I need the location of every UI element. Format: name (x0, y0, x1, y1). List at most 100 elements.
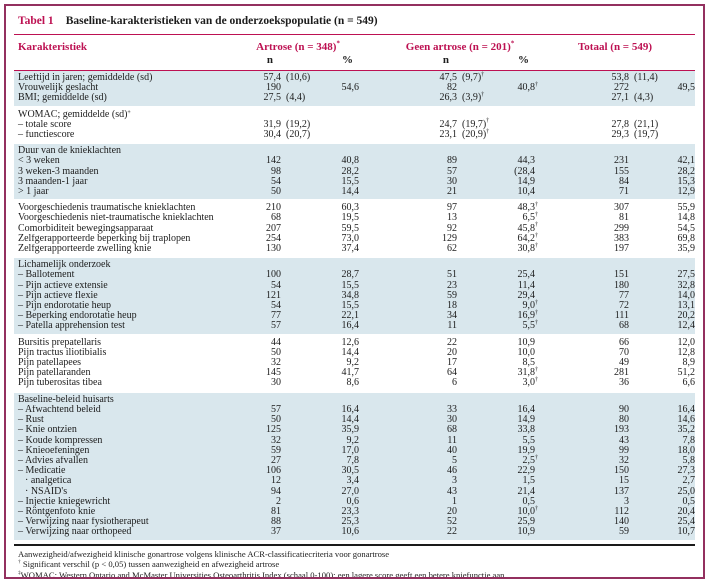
cell-n-totaal: 99 (619, 444, 629, 456)
table-container: Tabel 1 Baseline-karakteristieken van de … (4, 4, 705, 579)
cell-pct-totaal: 35,9 (677, 243, 696, 255)
cell-n-totaal: 84 (619, 175, 629, 187)
cell-n-totaal: 112 (614, 505, 629, 517)
table-row: – Afwachtend beleid 57 16,4 33 16,4 90 16,4 (14, 403, 696, 415)
cell-pct-totaal: 28,2 (677, 165, 696, 177)
cell-pct-totaal: 10,7 (677, 526, 696, 538)
cell-pct-artrose: 34,8 (341, 289, 360, 301)
cell-n-totaal: 383 (614, 232, 629, 244)
cell-n-totaal: 32 (619, 454, 629, 466)
cell-n-artrose: 37 (271, 526, 281, 538)
cell-pct-artrose: 40,8 (341, 155, 360, 167)
row-label: Bursitis prepatellaris (18, 337, 102, 348)
table-row: 3 weken-3 maanden 98 28,2 57 (28,4 155 28,2 (14, 165, 696, 177)
row-label: > 1 jaar (18, 187, 49, 198)
cell-n-totaal: 36 (619, 377, 629, 389)
row-label: WOMAC; gemiddelde (sd)‡ (18, 109, 131, 120)
cell-pct-geen-artrose: 5,5† (522, 319, 539, 332)
cell-n-artrose: 50 (271, 186, 281, 198)
cell-pct-artrose: 16,4 (341, 403, 360, 415)
table-row: – Patella apprehension test 57 16,4 11 5,5† 6… (14, 319, 695, 332)
cell-pct-artrose: 22,1 (341, 310, 360, 322)
cell-n-totaal: 59 (619, 526, 629, 538)
cell-n-totaal: 281 (614, 367, 629, 379)
cell-n-totaal: 66 (619, 336, 629, 348)
cell-n-artrose: 32 (271, 357, 281, 369)
table-row: 3 maanden-1 jaar 54 15,5 30 14,9 84 15,3 (14, 175, 695, 187)
cell-pct-geen-artrose: 14,9 (517, 414, 536, 426)
row-label: – Advies afvallen (18, 455, 88, 466)
cell-n-artrose: 57,4 (10,6) (263, 72, 311, 83)
row-label: Voorgeschiedenis niet-traumatische kniek… (18, 213, 214, 224)
cell-n-totaal: 53,8 (11,4) (611, 72, 658, 83)
cell-pct-totaal: 16,4 (677, 403, 696, 415)
table-row: < 3 weken 142 40,8 89 44,3 231 42,1 (14, 156, 695, 166)
cell-n-geen-artrose: 57 (447, 165, 457, 177)
cell-n-totaal: 231 (614, 155, 629, 167)
cell-pct-totaal: 6,6 (682, 377, 696, 389)
table-row: Duur van de knieklachten (14, 146, 695, 156)
cell-n-geen-artrose: 22 (447, 526, 457, 538)
cell-n-geen-artrose: 62 (447, 243, 457, 255)
title-divider (14, 34, 695, 35)
cell-pct-artrose: 8,6 (346, 377, 360, 389)
cell-n-totaal: 197 (614, 243, 629, 255)
cell-n-artrose: 54 (271, 300, 281, 312)
cell-n-geen-artrose: 89 (447, 155, 457, 167)
row-label: – Verwijzing naar fysiotherapeut (18, 517, 149, 528)
table-section: Baseline-beleid huisarts – Afwachtend bel… (14, 392, 696, 540)
cell-n-artrose: 81 (271, 505, 281, 517)
cell-n-artrose: 106 (266, 465, 281, 477)
cell-n-totaal: 80 (619, 414, 629, 426)
row-label: Pijn patellapees (18, 358, 82, 369)
row-label: Voorgeschiedenis traumatische knieklacht… (18, 203, 196, 214)
cell-n-artrose: 88 (271, 516, 281, 528)
cell-pct-artrose: 15,5 (341, 175, 360, 187)
cell-n-geen-artrose: 33 (447, 403, 457, 415)
table-section: Duur van de knieklachten < 3 weken 142 40,8… (14, 144, 696, 200)
cell-pct-totaal: 14,6 (677, 414, 696, 426)
cell-n-artrose: 54 (271, 279, 281, 291)
table-caption: Baseline-karakteristieken van de onderzo… (65, 15, 378, 27)
cell-n-totaal: 72 (619, 300, 629, 312)
cell-pct-geen-artrose: 10,9 (517, 526, 536, 538)
cell-n-artrose: 98 (271, 165, 281, 177)
table-row: – Röntgenfoto knie 81 23,3 20 10,0† 112 20,4 (14, 505, 695, 517)
table-row: Zelfgerapporteerde zwelling knie 130 37,4 6… (14, 242, 696, 255)
cell-pct-artrose: 10,6 (341, 526, 360, 538)
column-label-geen-artrose: Geen artrose (n = 201)* (405, 40, 515, 53)
subcolumn-label-n-geen-artrose: n (442, 54, 449, 66)
subcolumn-label-pct-geen-artrose: % (518, 54, 529, 66)
table-row: – Medicatie 106 30,5 46 22,9 150 27,3 (14, 465, 695, 477)
cell-n-artrose: 59 (271, 444, 281, 456)
cell-n-geen-artrose: 97 (447, 202, 457, 214)
cell-n-geen-artrose: 20 (447, 505, 457, 517)
cell-pct-geen-artrose: 8,5 (522, 357, 536, 369)
row-label: Leeftijd in jaren; gemiddelde (sd) (18, 73, 153, 83)
cell-n-geen-artrose: 46 (447, 465, 457, 477)
table-section: Leeftijd in jaren; gemiddelde (sd) 57,4 (1… (14, 71, 695, 106)
cell-n-geen-artrose: 11 (447, 320, 457, 332)
row-label: – functiescore (18, 130, 75, 141)
table-row: Pijn patellapees 32 9,2 17 8,5 49 8,9 (14, 357, 695, 369)
column-header: Karakteristiek Artrose (n = 348)* Geen a… (14, 35, 695, 70)
table-row: – Pijn endorotatie heup 54 15,5 18 9,0† 72 13,… (14, 299, 695, 312)
table-row: WOMAC; gemiddelde (sd)‡ (14, 110, 695, 120)
table-row: – Injectie kniegewricht 2 0,6 1 0,5 3 0,5 (14, 495, 695, 507)
cell-pct-artrose: 0,6 (346, 495, 360, 507)
cell-pct-geen-artrose: 33,8 (517, 424, 536, 436)
cell-n-artrose: 210 (266, 202, 281, 214)
table-row: – Verwijzing naar fysiotherapeut 88 25,3 52… (14, 516, 695, 528)
cell-n-geen-artrose: 64 (447, 367, 457, 379)
cell-pct-totaal: 2,7 (682, 475, 696, 487)
cell-pct-geen-artrose: 19,9 (517, 444, 536, 456)
cell-n-artrose: 32 (271, 434, 281, 446)
row-label: – Patella apprehension test (18, 321, 125, 332)
cell-pct-artrose: 17,0 (341, 444, 360, 456)
row-label: – Rust (18, 415, 44, 426)
row-label: – Pijn actieve extensie (18, 280, 108, 291)
cell-n-artrose: 50 (271, 346, 281, 358)
cell-n-artrose: 145 (266, 367, 281, 379)
cell-n-geen-artrose: 11 (447, 434, 457, 446)
table-row: · analgetica 12 3,4 3 1,5 15 2,7 (14, 476, 695, 486)
